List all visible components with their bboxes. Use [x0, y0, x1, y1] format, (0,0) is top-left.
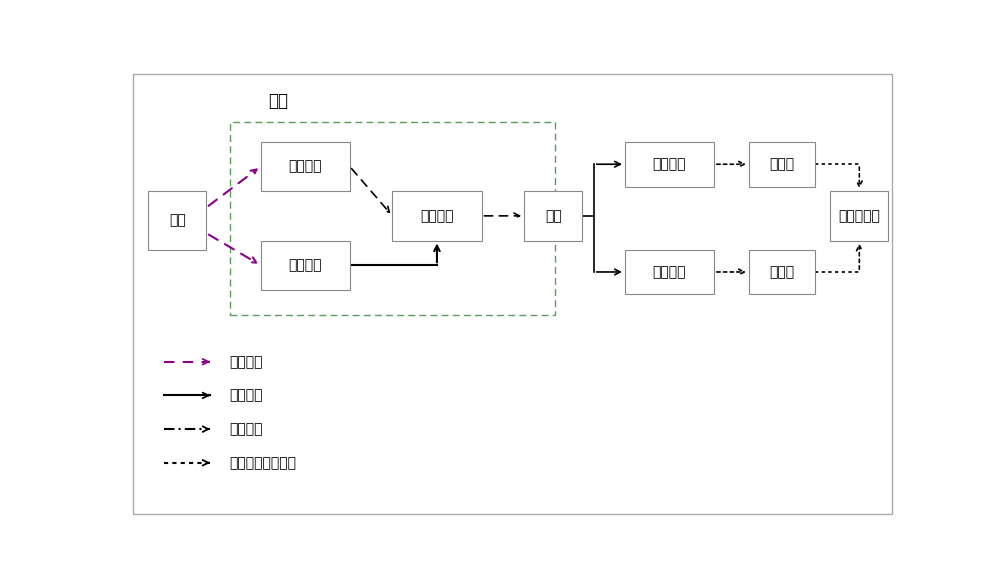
- Text: 窃听用户: 窃听用户: [653, 265, 686, 279]
- Bar: [230, 122, 555, 315]
- Text: 信噪比: 信噪比: [769, 157, 794, 171]
- Text: 中继: 中继: [268, 92, 288, 110]
- Text: 第一时隙: 第一时隙: [230, 354, 263, 369]
- FancyBboxPatch shape: [749, 142, 815, 187]
- Text: 安全吞吐量: 安全吞吐量: [838, 209, 880, 223]
- FancyBboxPatch shape: [749, 250, 815, 294]
- Text: 安全性能指标推导: 安全性能指标推导: [230, 456, 297, 470]
- Text: 信噪比: 信噪比: [769, 265, 794, 279]
- FancyBboxPatch shape: [524, 191, 582, 241]
- Text: 合法用户: 合法用户: [653, 157, 686, 171]
- FancyBboxPatch shape: [261, 142, 350, 191]
- FancyBboxPatch shape: [392, 191, 482, 241]
- FancyBboxPatch shape: [261, 241, 350, 290]
- Text: 信息处理: 信息处理: [288, 258, 322, 272]
- Text: 能量采集: 能量采集: [288, 160, 322, 174]
- Text: 放大转发: 放大转发: [420, 209, 454, 223]
- FancyBboxPatch shape: [148, 191, 206, 250]
- Text: 第二时隙: 第二时隙: [230, 388, 263, 402]
- FancyBboxPatch shape: [625, 250, 714, 294]
- Text: 信宿: 信宿: [545, 209, 562, 223]
- Text: 第三时隙: 第三时隙: [230, 422, 263, 436]
- Text: 信源: 信源: [169, 213, 186, 227]
- FancyBboxPatch shape: [830, 191, 888, 241]
- FancyBboxPatch shape: [625, 142, 714, 187]
